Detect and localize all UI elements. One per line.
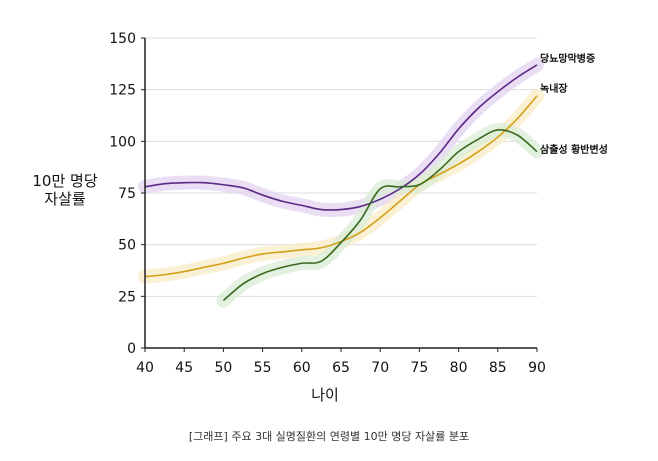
chart-caption: [그래프] 주요 3대 실명질환의 연령별 10만 명당 자살률 분포: [188, 430, 470, 443]
y-tick-label: 150: [109, 31, 136, 47]
y-tick-label: 25: [118, 289, 136, 305]
x-tick-label: 65: [332, 360, 350, 376]
x-tick-label: 90: [528, 360, 546, 376]
x-tick-label: 55: [254, 360, 272, 376]
series-label-0: 당뇨망막병증: [540, 52, 595, 65]
x-tick-label: 40: [136, 360, 154, 376]
x-tick-label: 75: [410, 360, 428, 376]
x-tick-label: 85: [489, 360, 507, 376]
series-line-2: [222, 129, 538, 302]
x-tick-label: 80: [450, 360, 468, 376]
series-line-0: [144, 64, 538, 211]
series-lines: [144, 64, 538, 302]
y-axis-label-line1: 10만 명당: [32, 172, 97, 190]
y-axis-label-line2: 자살률: [44, 190, 86, 208]
gridlines: [145, 37, 537, 297]
series-label-1: 녹내장: [540, 82, 568, 95]
x-tick-label: 60: [293, 360, 311, 376]
x-tick-label: 45: [175, 360, 193, 376]
y-tick-label: 50: [118, 238, 136, 254]
y-tick-label: 0: [127, 341, 136, 357]
axes: 0 25 50 75 100 125 150 40 45 50 55 60 65 70 75 80 85 90: [109, 31, 546, 376]
y-tick-label: 125: [109, 83, 136, 99]
x-tick-label: 50: [214, 360, 232, 376]
y-tick-label: 75: [118, 186, 136, 202]
series-label-2: 삼출성 황반변성: [540, 143, 608, 156]
x-tick-label: 70: [371, 360, 389, 376]
y-tick-label: 100: [109, 134, 136, 150]
x-axis-label: 나이: [311, 386, 339, 404]
